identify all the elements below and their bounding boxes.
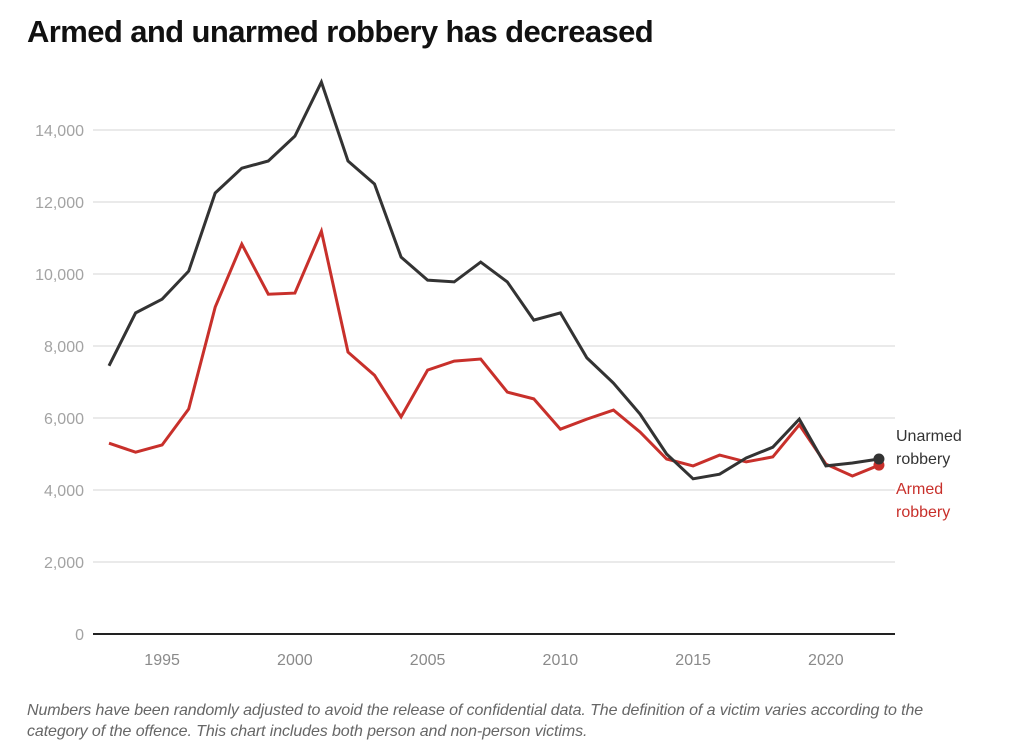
- armed-robbery-label: Armed: [896, 481, 943, 498]
- unarmed-robbery-line: [107, 78, 880, 481]
- armed-robbery-label: robbery: [896, 504, 950, 521]
- y-tick-label: 14,000: [35, 123, 84, 140]
- x-tick-label: 2015: [675, 652, 711, 669]
- x-tick-label: 2000: [277, 652, 313, 669]
- footnote: Numbers have been randomly adjusted to a…: [27, 702, 924, 740]
- y-tick-label: 2,000: [44, 555, 84, 572]
- unarmed-robbery-label: Unarmed: [896, 428, 962, 445]
- y-tick-label: 10,000: [35, 267, 84, 284]
- series-lines: [107, 78, 885, 481]
- y-tick-label: 6,000: [44, 411, 84, 428]
- chart-title: Armed and unarmed robbery has decreased: [27, 14, 654, 49]
- armed-robbery-line: [108, 226, 880, 478]
- unarmed-robbery-end-marker: [873, 453, 885, 465]
- gridlines: [93, 129, 895, 563]
- series-labels: Unarmed robbery Armed robbery: [896, 428, 962, 521]
- y-tick-label: 0: [75, 627, 84, 644]
- x-tick-label: 2005: [410, 652, 446, 669]
- y-tick-label: 8,000: [44, 339, 84, 356]
- x-axis-ticks: 1995 2000 2005 2010 2015 2020: [144, 652, 843, 669]
- y-tick-label: 4,000: [44, 483, 84, 500]
- y-tick-label: 12,000: [35, 195, 84, 212]
- unarmed-robbery-label: robbery: [896, 451, 950, 468]
- x-tick-label: 2020: [808, 652, 844, 669]
- x-tick-label: 2010: [543, 652, 579, 669]
- y-axis-ticks: 0 2,000 4,000 6,000 8,000 10,000 12,000 14,000: [35, 123, 84, 644]
- x-tick-label: 1995: [144, 652, 180, 669]
